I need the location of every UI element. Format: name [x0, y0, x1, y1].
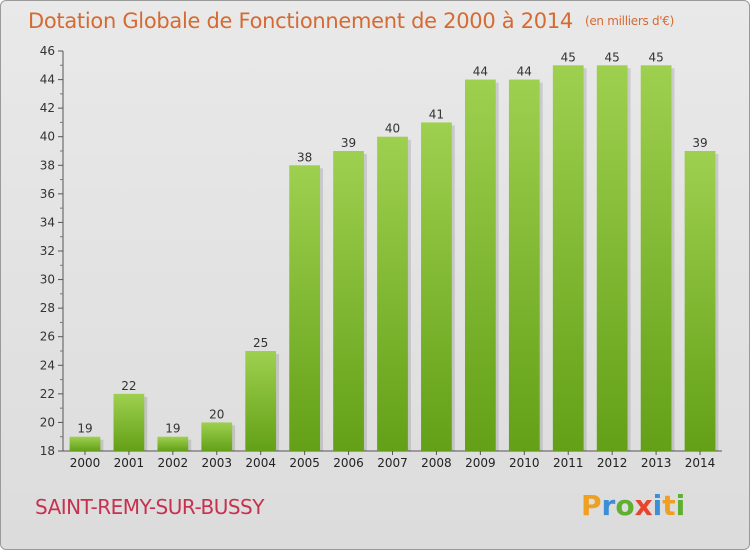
y-tick-label: 46 — [40, 44, 55, 58]
bar-2011 — [552, 65, 584, 452]
x-tick-label: 2011 — [553, 456, 584, 470]
bars — [69, 65, 719, 452]
x-tick-label: 2008 — [421, 456, 452, 470]
value-label: 25 — [253, 336, 268, 350]
logo-letter: t — [662, 489, 676, 522]
bar-2006 — [333, 151, 364, 451]
bar-2007 — [377, 136, 408, 451]
x-tick-label: 2002 — [158, 456, 189, 470]
y-tick-label: 24 — [40, 358, 55, 372]
value-label: 45 — [648, 50, 663, 64]
y-tick-label: 30 — [40, 273, 55, 287]
y-tick-label: 26 — [40, 330, 55, 344]
x-tick-label: 2007 — [377, 456, 408, 470]
y-tick-label: 44 — [40, 73, 55, 87]
commune-name: SAINT-REMY-SUR-BUSSY — [35, 495, 264, 519]
title-text: Dotation Globale de Fonctionnement de 20… — [28, 9, 573, 33]
value-label: 44 — [473, 65, 488, 79]
x-tick-label: 2010 — [509, 456, 540, 470]
y-tick-label: 22 — [40, 387, 55, 401]
proxiti-logo: Proxiti — [581, 489, 685, 522]
chart-unit: (en milliers d'€) — [584, 14, 674, 28]
value-label: 19 — [165, 422, 180, 436]
value-label: 45 — [561, 50, 576, 64]
bar-2010 — [508, 79, 540, 452]
logo-letter: x — [634, 489, 653, 522]
bar-2005 — [289, 165, 321, 452]
y-tick-label: 18 — [40, 444, 55, 458]
value-label: 20 — [209, 407, 224, 421]
bar-2003 — [201, 422, 233, 451]
bar-2014 — [684, 151, 716, 451]
x-tick-label: 2000 — [70, 456, 101, 470]
value-label: 40 — [385, 122, 400, 136]
y-tick-label: 34 — [40, 215, 55, 229]
y-tick-label: 38 — [40, 158, 55, 172]
bar-2004 — [245, 351, 277, 451]
x-tick-label: 2006 — [333, 456, 364, 470]
x-tick-label: 2009 — [465, 456, 496, 470]
value-label: 19 — [77, 422, 92, 436]
logo-letter: r — [601, 489, 616, 522]
x-tick-label: 2001 — [114, 456, 145, 470]
value-label: 39 — [341, 136, 356, 150]
y-tick-label: 40 — [40, 130, 55, 144]
value-label: 22 — [121, 379, 136, 393]
x-tick-label: 2003 — [201, 456, 232, 470]
logo-letter: P — [581, 489, 602, 522]
chart-title: Dotation Globale de Fonctionnement de 20… — [28, 9, 674, 33]
value-label: 41 — [429, 107, 444, 121]
y-tick-label: 20 — [40, 415, 55, 429]
bar-2002 — [157, 436, 189, 451]
y-tick-label: 32 — [40, 244, 55, 258]
bar-2001 — [113, 393, 145, 451]
x-tick-label: 2004 — [245, 456, 276, 470]
x-tick-label: 2014 — [685, 456, 716, 470]
logo-letter: o — [615, 489, 635, 522]
x-tick-label: 2013 — [641, 456, 672, 470]
bar-2000 — [69, 436, 101, 451]
value-label: 44 — [517, 65, 532, 79]
logo-letter: i — [675, 489, 686, 522]
bar-2013 — [640, 65, 672, 452]
axes: 18 20 22 24 26 28 30 32 34 36 38 40 42 44 46 2000 2001 20… — [40, 44, 722, 470]
x-tick-label: 2012 — [597, 456, 628, 470]
y-tick-label: 42 — [40, 101, 55, 115]
value-label: 45 — [605, 50, 620, 64]
value-label: 38 — [297, 150, 312, 164]
value-labels: 19 22 19 20 25 38 39 40 41 44 44 45 45 45 39 — [77, 50, 707, 435]
value-label: 39 — [692, 136, 707, 150]
x-tick-label: 2005 — [289, 456, 320, 470]
logo-letter: i — [652, 489, 663, 522]
bar-2008 — [421, 122, 452, 451]
y-tick-label: 28 — [40, 301, 55, 315]
y-tick-label: 36 — [40, 187, 55, 201]
bar-2012 — [596, 65, 628, 452]
bar-2009 — [464, 79, 496, 452]
